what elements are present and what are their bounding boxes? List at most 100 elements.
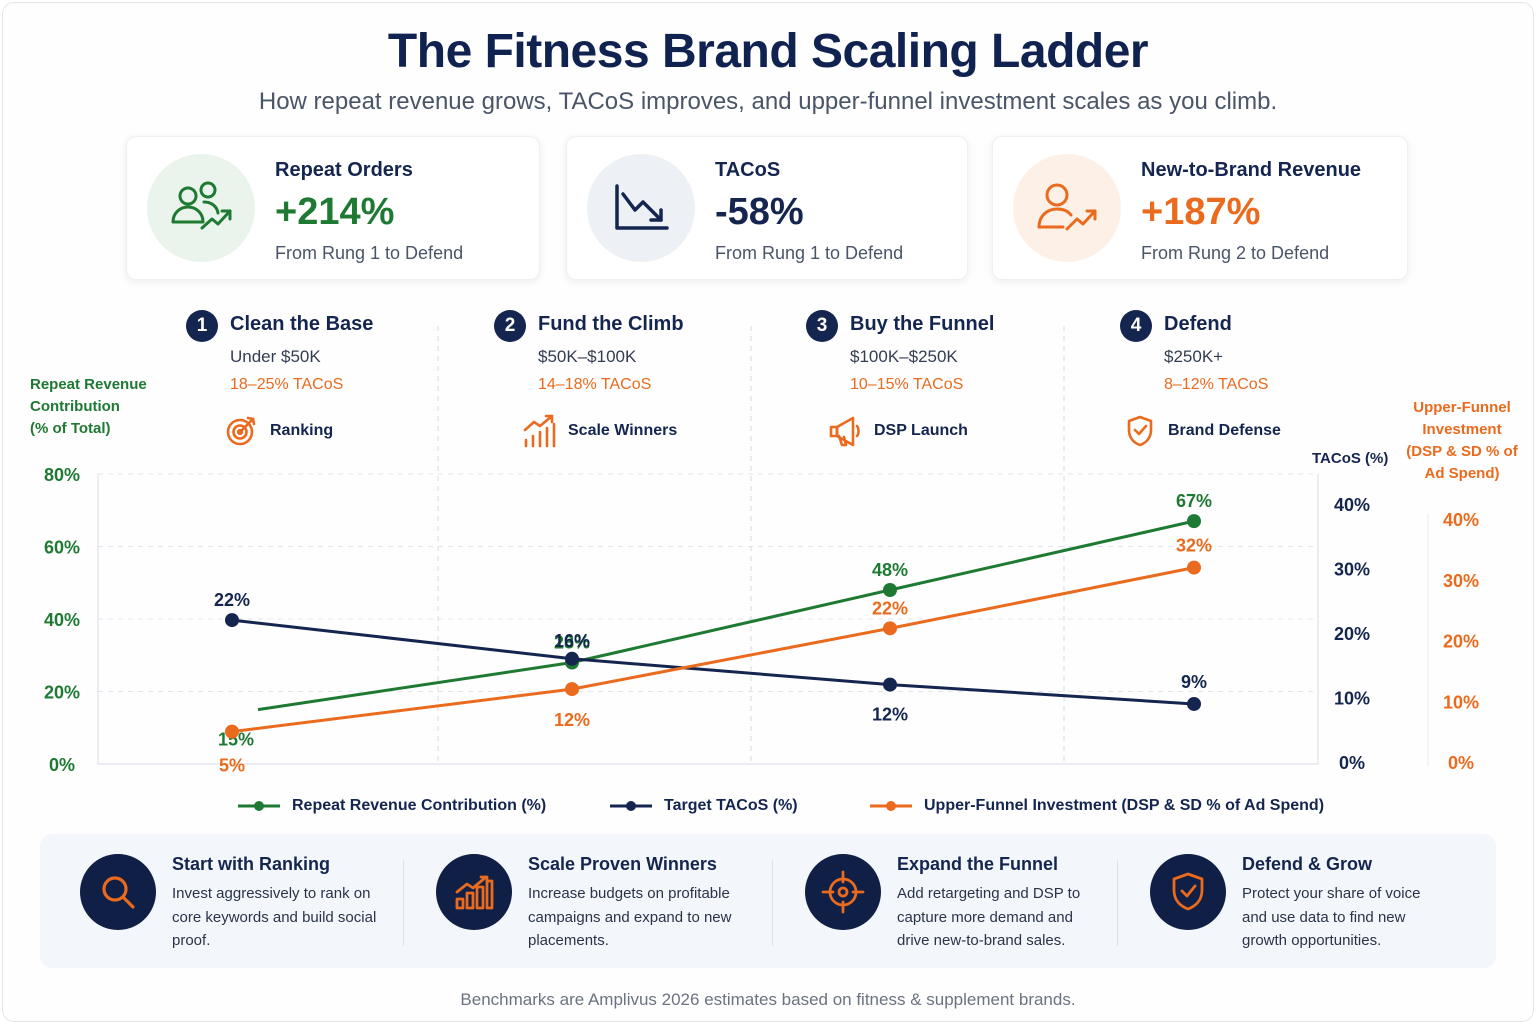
left-axis-title-line: (% of Total): [30, 420, 111, 437]
kpi-value: -58%: [715, 191, 804, 233]
step-title: Expand the Funnel: [897, 854, 1059, 874]
data-label: 22%: [872, 598, 908, 618]
right-axis-tick-label: 20%: [1334, 624, 1370, 644]
data-point: [565, 682, 579, 697]
data-label: 48%: [872, 560, 908, 580]
right-axis-tick-label: 30%: [1334, 560, 1370, 580]
far-right-axis-title: Upper-Funnel Investment (DSP & SD % of A…: [1400, 397, 1524, 485]
legend-swatch: [610, 801, 652, 811]
kpi-card-repeat-orders: Repeat Orders +214% From Rung 1 to Defen…: [126, 136, 540, 280]
footer-note: Benchmarks are Amplivus 2026 estimates b…: [460, 990, 1076, 1009]
kpi-subtext: From Rung 2 to Defend: [1141, 243, 1330, 263]
legend-repeat-revenue: Repeat Revenue Contribution (%): [238, 794, 546, 818]
data-label: 5%: [219, 756, 245, 776]
crosshair-icon: [805, 854, 881, 930]
rung-tacos-range: 14–18% TACoS: [538, 376, 652, 393]
kpi-card-tacos: TACoS -58% From Rung 1 to Defend: [566, 136, 968, 280]
far-right-axis-tick-label: 40%: [1443, 510, 1479, 530]
step-description: Protect your share of voice and use data…: [1242, 885, 1421, 949]
legend-swatch: [870, 801, 912, 811]
step-description: Add retargeting and DSP to capture more …: [897, 885, 1081, 949]
data-point: [883, 677, 897, 692]
left-axis-tick-label: 40%: [44, 610, 80, 630]
data-point: [883, 621, 897, 636]
step-description: Invest aggressively to rank on core keyw…: [172, 885, 377, 949]
step-title: Start with Ranking: [172, 854, 331, 874]
shield-icon: [1124, 414, 1158, 448]
megaphone-icon: [828, 414, 862, 448]
far-right-axis-tick-label: 0%: [1448, 753, 1474, 773]
legend-label: Target TACoS (%): [664, 797, 798, 814]
rung-number: 3: [806, 310, 838, 342]
legend-swatch: [238, 801, 280, 811]
rung-title: Defend: [1164, 313, 1232, 335]
rung-title: Clean the Base: [230, 313, 374, 335]
left-axis-tick-label: 80%: [44, 465, 80, 485]
data-point: [1187, 560, 1201, 575]
step-title: Scale Proven Winners: [528, 854, 717, 874]
rung-revenue-range: $100K–$250K: [850, 347, 958, 366]
rung-title: Fund the Climb: [538, 313, 684, 335]
far-right-axis-title-line: Ad Spend): [1424, 465, 1500, 482]
rung-focus-label: Brand Defense: [1168, 422, 1281, 439]
rung-number: 2: [494, 310, 526, 342]
data-label: 22%: [214, 590, 250, 610]
kpi-title: Repeat Orders: [275, 159, 413, 181]
legend-target-tacos: Target TACoS (%): [610, 794, 798, 818]
action-steps-panel: Start with Ranking Invest aggressively t…: [40, 834, 1496, 968]
bar-chart-icon: [436, 854, 512, 930]
data-label: 67%: [1176, 491, 1212, 511]
magnifier-icon: [80, 854, 156, 930]
data-point: [883, 583, 897, 597]
rung-number: 1: [186, 310, 218, 342]
data-label: 16%: [554, 631, 590, 651]
data-point: [1187, 696, 1201, 711]
far-right-axis-title-line: (DSP & SD % of: [1406, 443, 1518, 460]
rung-number: 4: [1120, 310, 1152, 342]
trend-down-icon: [587, 154, 695, 262]
kpi-title: TACoS: [715, 159, 781, 181]
far-right-axis-tick-label: 20%: [1443, 632, 1479, 652]
step-divider: [403, 860, 404, 946]
left-axis-tick-label: 0%: [49, 755, 75, 775]
right-axis-tick-label: 0%: [1339, 753, 1365, 773]
rung-tacos-range: 8–12% TACoS: [1164, 376, 1269, 393]
right-axis-tick-label: 40%: [1334, 495, 1370, 515]
far-right-axis-title-line: Investment: [1422, 421, 1502, 438]
data-label: 32%: [1176, 536, 1212, 556]
rung-revenue-range: $50K–$100K: [538, 347, 637, 366]
data-point: [225, 613, 239, 628]
person-growth-icon: [1013, 154, 1121, 262]
legend-upper-funnel: Upper-Funnel Investment (DSP & SD % of A…: [870, 794, 1324, 818]
rung-focus-label: DSP Launch: [874, 422, 968, 439]
left-axis-title-line: Repeat Revenue: [30, 376, 147, 393]
rung-tacos-range: 10–15% TACoS: [850, 376, 964, 393]
rung-focus-label: Scale Winners: [568, 422, 678, 439]
step-description: Increase budgets on profitable campaigns…: [528, 885, 732, 949]
left-axis-tick-label: 20%: [44, 683, 80, 703]
data-label: 12%: [554, 710, 590, 730]
page-subtitle: How repeat revenue grows, TACoS improves…: [258, 88, 1278, 115]
kpi-subtext: From Rung 1 to Defend: [275, 243, 464, 263]
legend-label: Repeat Revenue Contribution (%): [292, 797, 547, 814]
rung-focus-label: Ranking: [270, 422, 334, 439]
left-axis-title: Repeat Revenue Contribution (% of Total): [30, 374, 147, 440]
data-point: [1187, 514, 1201, 529]
far-right-axis-title-line: Upper-Funnel: [1413, 399, 1511, 416]
rung-title: Buy the Funnel: [850, 313, 995, 335]
rung-tacos-range: 18–25% TACoS: [230, 376, 344, 393]
series-line-3: [231, 566, 1195, 734]
bar-growth-icon: [522, 414, 556, 448]
data-label: 28%: [554, 633, 590, 653]
series-line-2: [231, 618, 1195, 706]
data-point: [565, 651, 579, 666]
data-point: [225, 724, 239, 739]
left-axis-tick-label: 60%: [44, 538, 80, 558]
data-label: 12%: [872, 705, 908, 725]
step-title: Defend & Grow: [1242, 854, 1373, 874]
far-right-axis-tick-label: 10%: [1443, 692, 1479, 712]
shield-check-icon: [1150, 854, 1226, 930]
target-icon: [224, 414, 258, 448]
kpi-value: +187%: [1141, 191, 1261, 233]
